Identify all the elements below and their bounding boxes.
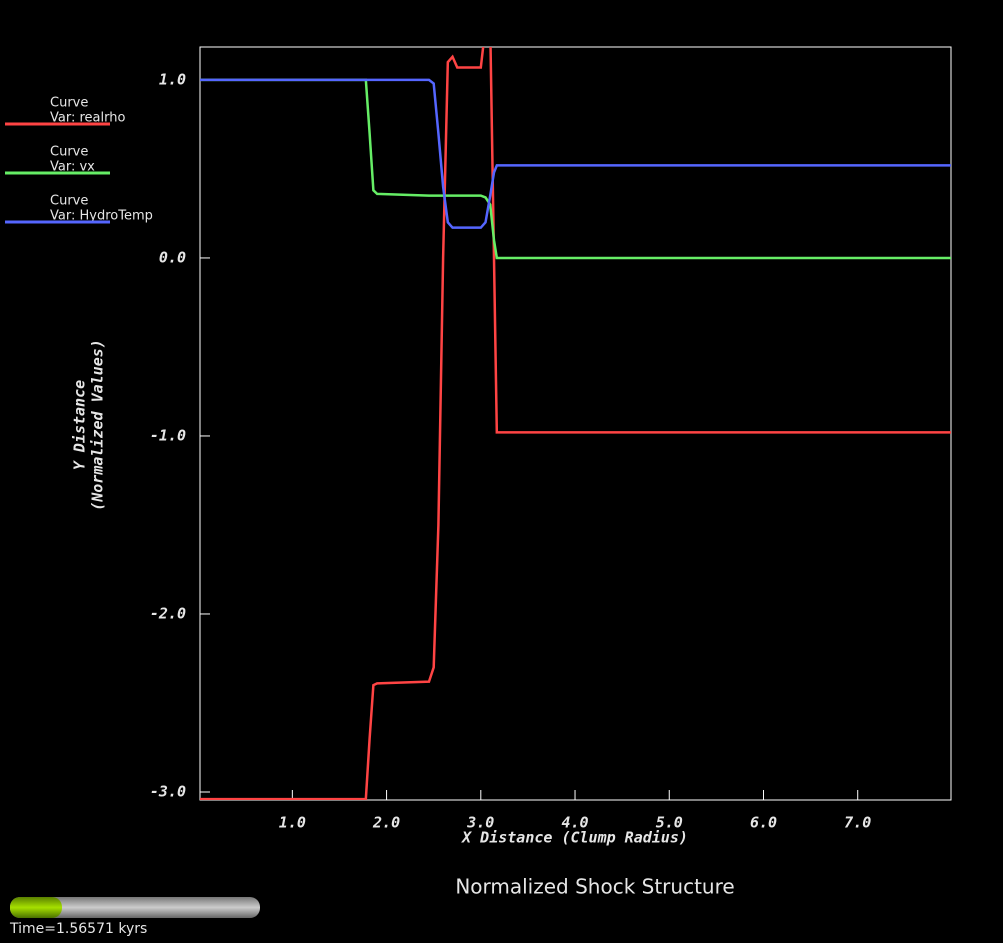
x-axis-label: X Distance (Clump Radius) xyxy=(460,829,688,847)
x-tick-label: 4.0 xyxy=(561,814,588,832)
series-line xyxy=(200,78,951,229)
y-tick-label: -3.0 xyxy=(150,782,186,800)
legend-label: Var: realrho xyxy=(50,111,125,126)
series-line xyxy=(200,47,951,800)
time-slider[interactable] xyxy=(10,897,260,918)
y-tick-label: -1.0 xyxy=(150,426,186,444)
x-tick-label: 6.0 xyxy=(750,814,777,832)
x-tick-label: 1.0 xyxy=(279,814,306,832)
y-axis-label: Y Distance (Normalized Values) xyxy=(71,339,107,511)
legend-heading: Curve xyxy=(50,96,88,111)
y-tick-label: -2.0 xyxy=(150,604,186,622)
y-tick-label: 0.0 xyxy=(159,248,186,266)
chart-title: Normalized Shock Structure xyxy=(455,875,734,899)
x-tick-label: 3.0 xyxy=(466,814,494,832)
legend-heading: Curve xyxy=(50,194,88,209)
time-slider-fill xyxy=(10,897,62,918)
legend-label: Var: HydroTemp xyxy=(50,209,153,224)
legend-label: Var: vx xyxy=(50,160,95,175)
time-label: Time=1.56571 kyrs xyxy=(9,921,147,937)
y-axis-label-line: (Normalized Values) xyxy=(89,339,107,511)
x-tick-label: 7.0 xyxy=(844,814,871,832)
x-tick-label: 2.0 xyxy=(372,814,400,832)
plot-frame xyxy=(199,46,952,801)
series-line xyxy=(200,78,951,260)
legend-heading: Curve xyxy=(50,145,88,160)
y-axis-label-line: Y Distance xyxy=(71,380,89,470)
x-tick-label: 5.0 xyxy=(656,814,683,832)
y-tick-label: 1.0 xyxy=(159,70,186,88)
